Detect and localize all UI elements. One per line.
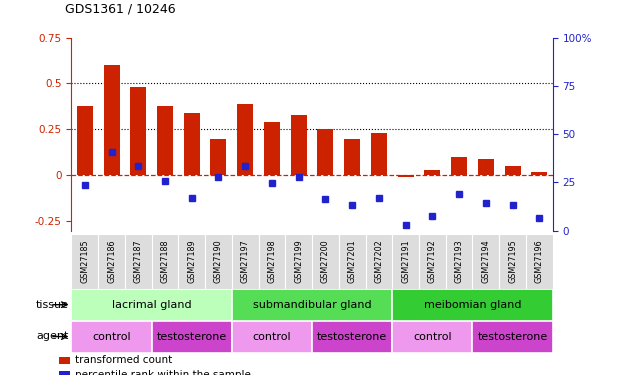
FancyBboxPatch shape — [232, 289, 392, 321]
Text: GSM27195: GSM27195 — [508, 239, 517, 283]
Text: tissue: tissue — [35, 300, 68, 309]
Text: GSM27188: GSM27188 — [160, 239, 170, 283]
Text: GSM27196: GSM27196 — [535, 239, 544, 283]
Text: GSM27200: GSM27200 — [321, 239, 330, 283]
Text: control: control — [413, 332, 451, 342]
Bar — [478, 159, 494, 176]
Text: percentile rank within the sample: percentile rank within the sample — [75, 370, 251, 375]
Bar — [157, 105, 173, 176]
Text: GSM27192: GSM27192 — [428, 239, 437, 283]
Bar — [211, 139, 227, 176]
FancyBboxPatch shape — [258, 234, 285, 289]
FancyBboxPatch shape — [473, 321, 553, 352]
FancyBboxPatch shape — [71, 321, 152, 352]
FancyBboxPatch shape — [312, 321, 392, 352]
Text: meibomian gland: meibomian gland — [424, 300, 521, 310]
Bar — [424, 170, 440, 176]
FancyBboxPatch shape — [473, 234, 499, 289]
Bar — [59, 357, 70, 364]
Text: GSM27198: GSM27198 — [268, 239, 276, 283]
Text: GSM27189: GSM27189 — [188, 239, 196, 283]
Text: testosterone: testosterone — [317, 332, 388, 342]
Text: GSM27191: GSM27191 — [401, 239, 410, 283]
Text: GSM27199: GSM27199 — [294, 239, 303, 283]
FancyBboxPatch shape — [526, 234, 553, 289]
FancyBboxPatch shape — [446, 234, 473, 289]
Text: GDS1361 / 10246: GDS1361 / 10246 — [65, 2, 176, 15]
Bar — [397, 176, 414, 177]
Bar — [264, 122, 280, 176]
Bar — [532, 172, 547, 176]
Text: GSM27187: GSM27187 — [134, 239, 143, 283]
Text: testosterone: testosterone — [156, 332, 227, 342]
FancyBboxPatch shape — [232, 234, 258, 289]
Bar — [59, 371, 70, 375]
FancyBboxPatch shape — [419, 234, 446, 289]
FancyBboxPatch shape — [98, 234, 125, 289]
FancyBboxPatch shape — [232, 321, 312, 352]
FancyBboxPatch shape — [152, 321, 232, 352]
FancyBboxPatch shape — [71, 289, 232, 321]
Text: GSM27185: GSM27185 — [80, 239, 89, 283]
FancyBboxPatch shape — [392, 289, 553, 321]
Text: GSM27194: GSM27194 — [481, 239, 491, 283]
FancyBboxPatch shape — [366, 234, 392, 289]
Text: agent: agent — [36, 332, 68, 341]
Bar — [291, 115, 307, 176]
Text: transformed count: transformed count — [75, 356, 173, 365]
Bar — [344, 139, 360, 176]
Text: GSM27201: GSM27201 — [348, 239, 356, 283]
Text: testosterone: testosterone — [478, 332, 548, 342]
FancyBboxPatch shape — [392, 234, 419, 289]
Bar — [237, 104, 253, 176]
Text: lacrimal gland: lacrimal gland — [112, 300, 191, 310]
Bar — [317, 129, 333, 176]
Text: control: control — [92, 332, 131, 342]
Text: control: control — [253, 332, 291, 342]
Text: GSM27186: GSM27186 — [107, 239, 116, 283]
Text: GSM27202: GSM27202 — [374, 239, 383, 283]
Bar — [130, 87, 147, 176]
Text: GSM27190: GSM27190 — [214, 239, 223, 283]
FancyBboxPatch shape — [152, 234, 178, 289]
Bar — [184, 113, 200, 176]
FancyBboxPatch shape — [312, 234, 339, 289]
Bar — [371, 133, 387, 176]
FancyBboxPatch shape — [285, 234, 312, 289]
Text: submandibular gland: submandibular gland — [253, 300, 371, 310]
FancyBboxPatch shape — [71, 234, 98, 289]
Bar — [451, 157, 467, 176]
Bar — [104, 65, 120, 176]
FancyBboxPatch shape — [125, 234, 152, 289]
Text: GSM27197: GSM27197 — [241, 239, 250, 283]
FancyBboxPatch shape — [392, 321, 473, 352]
Text: GSM27193: GSM27193 — [455, 239, 464, 283]
FancyBboxPatch shape — [178, 234, 205, 289]
FancyBboxPatch shape — [339, 234, 366, 289]
FancyBboxPatch shape — [205, 234, 232, 289]
Bar — [504, 166, 520, 176]
Bar — [77, 105, 93, 176]
FancyBboxPatch shape — [499, 234, 526, 289]
